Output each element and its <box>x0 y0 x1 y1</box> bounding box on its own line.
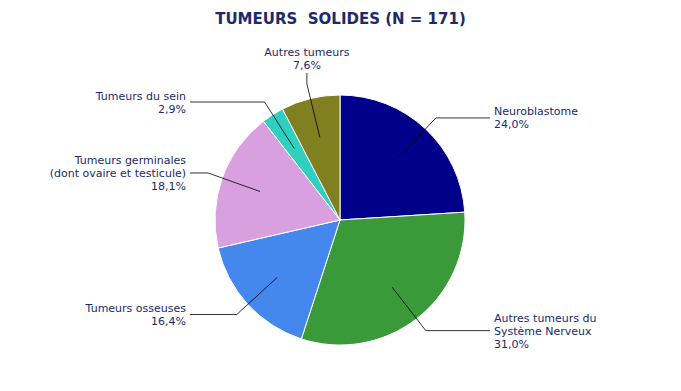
slice-label: Autres tumeurs duSystème Nerveux <box>494 312 597 338</box>
slice-label: Tumeurs du sein <box>95 90 186 103</box>
slice-label-line: (dont ovaire et testicule) <box>50 167 186 180</box>
slice-label-line: Tumeurs osseuses <box>85 302 187 315</box>
slice-label: Tumeurs germinales(dont ovaire et testic… <box>50 154 187 180</box>
data-label: 2,9% <box>158 103 186 116</box>
data-label: 18,1% <box>151 180 186 193</box>
slice-label-line: Autres tumeurs <box>264 46 349 59</box>
chart: TUMEURS SOLIDES (N = 171) Neuroblastome24… <box>0 0 681 391</box>
leader-line <box>190 102 294 148</box>
slice-label-line: Tumeurs germinales <box>74 154 187 167</box>
leader-line <box>307 73 320 137</box>
slice-label-line: Autres tumeurs du <box>494 312 597 325</box>
leader-line <box>398 118 490 158</box>
slice-label: Neuroblastome <box>494 105 578 118</box>
slice-label-line: Neuroblastome <box>494 105 578 118</box>
pie <box>215 95 465 345</box>
data-label: 24,0% <box>494 118 529 131</box>
leader-line <box>190 277 277 314</box>
data-label: 31,0% <box>494 338 529 351</box>
slice <box>283 95 340 220</box>
slice-label: Tumeurs osseuses <box>85 302 187 315</box>
leader-line <box>392 287 490 330</box>
labels: Neuroblastome24,0% Autres tumeurs duSystè… <box>50 46 597 351</box>
slice-label-line: Système Nerveux <box>494 325 592 338</box>
data-label: 16,4% <box>151 315 186 328</box>
data-label: 7,6% <box>293 59 321 72</box>
slice-label-line: Tumeurs du sein <box>95 90 186 103</box>
slice <box>340 95 465 220</box>
slice-label: Autres tumeurs <box>264 46 349 59</box>
background <box>0 0 681 391</box>
title: TUMEURS SOLIDES (N = 171) <box>215 10 466 28</box>
leader-line <box>190 173 260 191</box>
